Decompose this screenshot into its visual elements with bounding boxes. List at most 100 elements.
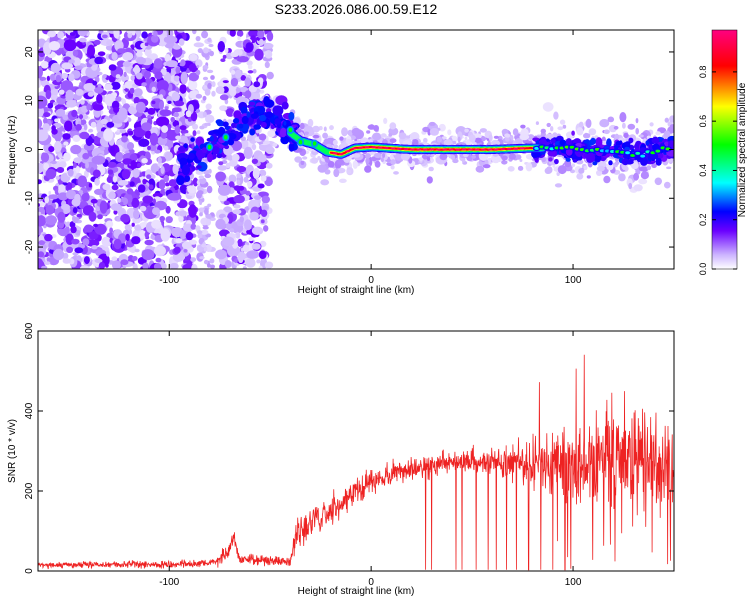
spectrogram-cell [139, 205, 147, 212]
spectrogram-cell [70, 144, 82, 155]
spectrogram-cell [174, 100, 185, 107]
spectrogram-cell [190, 223, 197, 230]
spectrogram-cell [71, 238, 80, 245]
spectrogram-cell [666, 166, 672, 170]
spectrogram-cell [77, 30, 88, 37]
spectrogram-cell [127, 130, 134, 136]
spectrogram-cell [320, 179, 330, 186]
spectrogram-cell [618, 173, 626, 182]
spectrogram-cell [196, 64, 200, 69]
spectrogram-cell [154, 245, 166, 257]
spectrogram-cell [329, 125, 334, 131]
spectrogram-cell [220, 58, 226, 62]
spectrogram-cell [195, 69, 201, 76]
spectrogram-cell [170, 116, 175, 123]
spectrogram-cell [260, 121, 267, 128]
signal-peak [436, 148, 441, 151]
spectrogram-cell [122, 158, 133, 165]
spectrogram-cell [601, 140, 607, 146]
spectrogram-cell [244, 77, 251, 87]
spectrogram-cell [202, 76, 209, 81]
spectrogram-cell [128, 105, 138, 115]
spectrogram-cell [80, 201, 87, 206]
spectrogram-cell [517, 165, 524, 171]
signal-peak [384, 147, 389, 149]
spectrogram-cell [263, 140, 270, 145]
spectrogram-cell [209, 264, 215, 269]
spectrogram-cell [638, 178, 648, 185]
spectrogram-cell [164, 151, 173, 161]
spectrogram-cell [148, 184, 154, 190]
spectrogram-cell [339, 178, 347, 183]
spectrogram-cell [159, 109, 172, 117]
signal-peak [507, 147, 512, 150]
spectrogram-cell [541, 157, 546, 162]
spectrogram-cell [332, 139, 338, 146]
spectrogram-cell [137, 184, 146, 193]
y-tick-label: 10 [24, 95, 35, 107]
spectrogram-cell [88, 211, 97, 222]
spectrogram-cell [149, 53, 158, 61]
spectrogram-cell [175, 238, 183, 244]
spectrogram-cell [249, 211, 259, 221]
spectrogram-cell [65, 89, 74, 102]
spectrogram-cell [217, 41, 225, 53]
spectrogram-cell [110, 146, 115, 153]
spectrogram-cell [61, 62, 73, 70]
spectrogram-cell [165, 216, 173, 224]
spectrogram-cell [619, 112, 627, 123]
spectrogram-cell [418, 157, 424, 161]
spectrogram-cell [181, 164, 191, 176]
spectrogram-cell [383, 117, 388, 124]
spectrogram-cell [645, 140, 650, 146]
spectrogram-cell [227, 245, 241, 257]
spectrogram-cell [183, 249, 188, 253]
spectrogram-cell [347, 129, 354, 136]
spectrogram-cell [256, 259, 261, 264]
spectrogram-cell [252, 68, 257, 74]
spectrogram-cell [624, 141, 631, 147]
spectrogram-cell [246, 250, 260, 259]
spectrogram-cell [217, 165, 227, 171]
spectrogram-cell [157, 162, 163, 167]
spectrogram-cell [54, 141, 62, 153]
spectrogram-cell [504, 133, 511, 138]
spectrogram-cell [70, 226, 77, 234]
spectrogram-cell [173, 246, 181, 254]
spectrogram-cell [548, 157, 553, 162]
spectrogram-cell [150, 126, 158, 136]
spectrogram-cell [76, 213, 82, 218]
spectrogram-cell [613, 125, 619, 130]
x-tick-label: 0 [368, 275, 374, 286]
spectrogram-cell [312, 125, 320, 133]
spectrogram-cell [238, 185, 245, 191]
spectrogram-cell [572, 158, 578, 163]
colorbar-tick-label: 0.0 [698, 263, 708, 276]
spectrogram-cell [89, 138, 95, 144]
signal-peak [513, 147, 518, 150]
spectrogram-cell [663, 130, 671, 138]
spectrogram-cell [236, 173, 242, 179]
spectrogram-cell [250, 113, 259, 119]
spectrogram-cell [62, 182, 68, 186]
x-tick-label: -100 [159, 275, 179, 286]
spectrogram-cell [382, 153, 386, 158]
spectrogram-cell [88, 231, 99, 240]
spectrogram-cell [635, 127, 639, 135]
spectrogram-cell [74, 65, 84, 71]
spectrogram-cell [452, 158, 459, 164]
spectrogram-cell [509, 153, 516, 160]
spectrogram-cell [48, 194, 59, 200]
spectrogram-cell [123, 71, 127, 78]
spectrogram-cell [57, 31, 65, 39]
spectrogram-cell [147, 107, 156, 115]
spectrogram-cell [263, 225, 269, 232]
spectrogram-cell [252, 168, 260, 179]
spectrogram-cell [429, 127, 439, 136]
spectrogram-cell [66, 100, 77, 108]
spectrogram-cell [43, 162, 50, 171]
spectrogram-cell [149, 132, 159, 146]
spectrogram-cell [233, 258, 238, 263]
spectrogram-cell [380, 133, 387, 138]
spectrogram-cell [83, 123, 88, 131]
